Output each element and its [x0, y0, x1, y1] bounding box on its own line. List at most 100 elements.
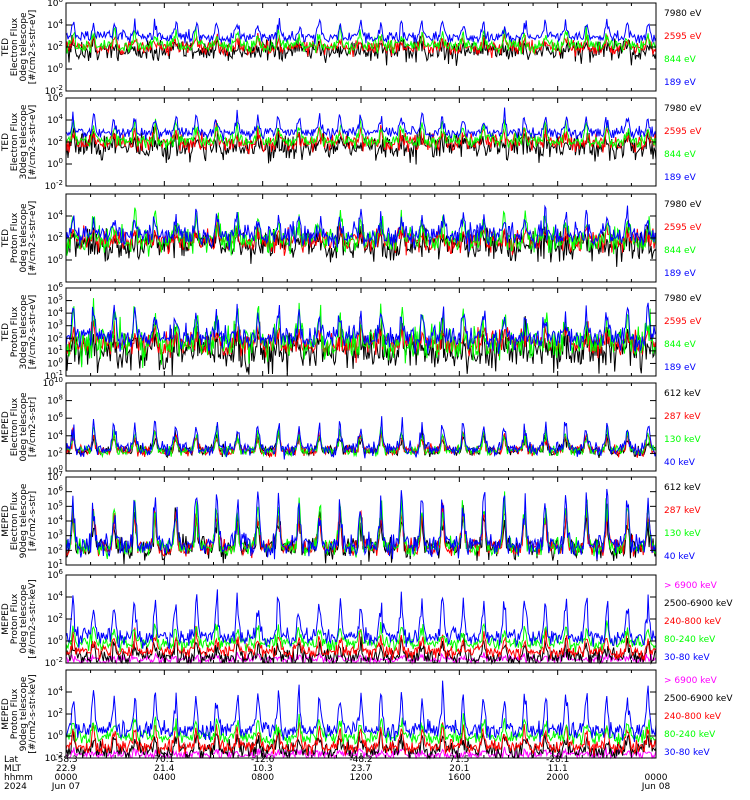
series-line-844-ev [65, 24, 657, 55]
series-line-844-ev [65, 118, 657, 150]
legend-entry: 7980 eV [664, 9, 702, 19]
series-line-40-kev [65, 416, 657, 460]
y-axis-label-line: 0deg telescope [19, 584, 29, 654]
legend-entry: 30-80 keV [664, 748, 710, 758]
y-axis-label: TEDElectron Flux30deg telescope[#/cm2-s-… [1, 104, 38, 179]
y-axis-label-line: [#/cm2-s-str-keV] [28, 579, 38, 658]
legend-entry: 80-240 keV [664, 730, 716, 740]
legend-entry: 189 eV [664, 173, 697, 183]
legend-entry: 2595 eV [664, 32, 702, 42]
legend-entry: 240-800 keV [664, 617, 722, 627]
y-axis-label-line: [#/cm2-s-str] [28, 491, 38, 551]
y-axis-label-line: 0deg telescope [19, 12, 29, 82]
x-axis-tick-label: 71.5 [449, 755, 469, 765]
y-axis-label-line: [#/cm2-s-str] [28, 397, 38, 457]
legend-entry: 287 keV [664, 412, 701, 422]
y-axis-label: MEPEDProton Flux90deg telescope[#/cm2-s-… [1, 674, 38, 753]
y-axis-label-line: TED [1, 323, 11, 342]
x-axis-tick-label: -12.6 [251, 755, 275, 765]
y-axis-label-line: [#/cm2-s-str-eV] [28, 105, 38, 180]
x-axis-row-label: hhmm [4, 773, 33, 783]
series-line-30-80-kev [65, 589, 657, 650]
legend-entry: 2595 eV [664, 127, 702, 137]
x-axis-tick-label: -58.3 [54, 755, 77, 765]
y-axis-label-line: 0deg telescope [19, 203, 29, 273]
y-tick-label: 106 [47, 0, 63, 9]
y-axis-label-line: MEPED [1, 505, 11, 537]
x-axis-tick-label: 1200 [350, 773, 373, 783]
y-axis-label-line: Electron Flux [10, 17, 20, 76]
x-axis-tick-label: 22.9 [56, 764, 76, 774]
x-axis-tick-label: 10.3 [253, 764, 273, 774]
series-line-240-800-kev [65, 721, 657, 756]
x-axis-tick-label: 0800 [251, 773, 274, 783]
legend-entry: 130 keV [664, 435, 701, 445]
legend-entry: 40 keV [664, 458, 696, 468]
y-axis-label-line: Proton Flux [10, 593, 20, 644]
y-axis-label-line: TED [1, 133, 11, 152]
y-axis-label-line: MEPED [1, 698, 11, 730]
legend-entry: 130 keV [664, 529, 701, 539]
y-axis-label-line: 90deg telescope [19, 483, 29, 558]
y-axis-label: TEDProton Flux0deg telescope[#/cm2-s-str… [1, 201, 38, 276]
legend-entry: 612 keV [664, 389, 701, 399]
series-line-130-kev [65, 425, 657, 459]
y-axis-label-line: Proton Flux [10, 306, 20, 357]
y-axis-label: TEDProton Flux30deg telescope[#/cm2-s-st… [1, 294, 38, 369]
x-axis-row-label: MLT [4, 764, 22, 774]
series-line-2500-6900-kev [65, 727, 657, 760]
y-axis-label: MEPEDElectron Flux0deg telescope[#/cm2-s… [1, 392, 38, 462]
y-axis-label: TEDElectron Flux0deg telescope[#/cm2-s-s… [1, 10, 38, 85]
y-axis-label-line: 90deg telescope [19, 676, 29, 751]
legend-entry: 2595 eV [664, 317, 702, 327]
series-line-7980-ev [65, 314, 657, 376]
x-axis-tick-label: 2000 [546, 773, 569, 783]
x-axis-tick-label: Jun 08 [641, 782, 671, 792]
legend-entry: 844 eV [664, 150, 697, 160]
y-axis-label-line: 0deg telescope [19, 392, 29, 462]
legend-entry: > 6900 keV [664, 581, 718, 591]
y-axis-label-line: [#/cm2-s-str-eV] [28, 295, 38, 370]
y-axis-label-line: 30deg telescope [19, 104, 29, 179]
series-line-7980-ev [65, 124, 657, 165]
x-axis-tick-label: 70.1 [154, 755, 174, 765]
x-axis-tick-label: -48.2 [349, 755, 372, 765]
series-line-189-ev [65, 302, 657, 355]
legend-entry: 612 keV [664, 483, 701, 493]
series-line-287-kev [65, 502, 657, 559]
legend-entry: 7980 eV [664, 200, 702, 210]
x-axis-row-label: Lat [4, 755, 19, 765]
legend-entry: 844 eV [664, 246, 697, 256]
legend-entry: > 6900 keV [664, 676, 718, 686]
x-axis-tick-label: 0000 [645, 773, 668, 783]
series-line-189-ev [65, 107, 657, 141]
y-axis-label-line: MEPED [1, 603, 11, 635]
legend-entry: 844 eV [664, 55, 697, 65]
y-axis-label-line: Proton Flux [10, 212, 20, 263]
y-axis-label-line: Electron Flux [10, 112, 20, 171]
y-axis-label-line: [#/cm2-s-str-keV] [28, 674, 38, 753]
series-line-287-kev [65, 427, 657, 458]
series-line-189-ev [65, 18, 657, 45]
y-axis-label-line: MEPED [1, 411, 11, 443]
series-line-80-240-kev [65, 713, 657, 746]
x-axis-tick-label: Jun 07 [51, 782, 80, 792]
legend-entry: 80-240 keV [664, 635, 716, 645]
series-line-189-ev [65, 204, 657, 252]
legend-entry: 189 eV [664, 78, 697, 88]
y-axis-label-line: [#/cm2-s-str-eV] [28, 10, 38, 85]
x-axis-tick-label: 11.1 [548, 764, 568, 774]
y-axis-label-line: Electron Flux [10, 397, 20, 456]
legend-entry: 2500-6900 keV [664, 694, 733, 704]
x-axis-tick-label: 23.7 [351, 764, 371, 774]
series-line-30-80-kev [65, 680, 657, 743]
legend-entry: 2595 eV [664, 223, 702, 233]
legend-entry: 844 eV [664, 340, 697, 350]
